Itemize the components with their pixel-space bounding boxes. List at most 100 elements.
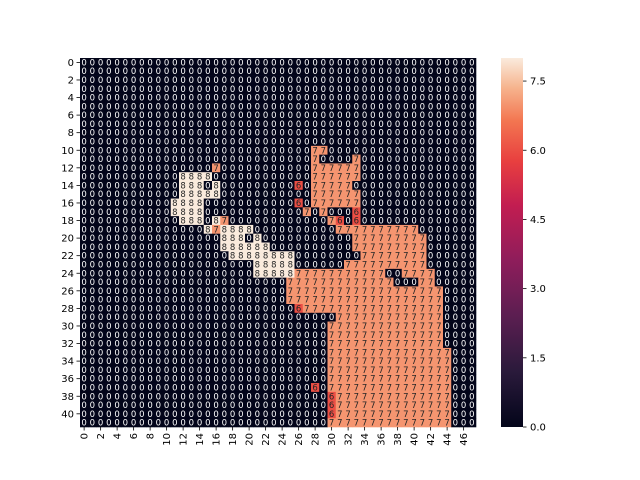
heatmap-cell	[286, 233, 295, 243]
heatmap-cell	[212, 172, 221, 182]
heatmap-cell	[170, 119, 180, 129]
heatmap-cell	[426, 330, 436, 340]
heatmap-cell-value: 6	[337, 217, 342, 227]
heatmap-cell	[286, 383, 295, 393]
heatmap-cell-value: 0	[246, 217, 251, 227]
heatmap-cell	[154, 128, 163, 138]
heatmap-cell	[162, 216, 172, 226]
heatmap-cell	[434, 374, 444, 384]
heatmap-cell	[96, 198, 106, 208]
heatmap-cell-value: 0	[147, 217, 152, 227]
heatmap-cell-value: 0	[147, 234, 152, 244]
heatmap-cell	[261, 304, 271, 314]
heatmap-cell	[286, 277, 295, 287]
heatmap-cell	[129, 163, 139, 173]
heatmap-cell-value: 0	[164, 85, 169, 95]
heatmap-cell	[434, 172, 444, 182]
heatmap-cell-value: 0	[271, 340, 276, 350]
heatmap-cell	[459, 145, 469, 155]
heatmap-cell-value: 0	[213, 366, 218, 376]
heatmap-cell	[245, 198, 254, 208]
heatmap-cell-value: 0	[469, 348, 474, 358]
heatmap-cell-value: 7	[362, 287, 367, 297]
heatmap-cell	[236, 260, 246, 270]
heatmap-cell-value: 0	[131, 383, 136, 393]
heatmap-cell-value: 0	[172, 225, 177, 235]
heatmap-cell	[393, 58, 403, 68]
heatmap-cell	[327, 224, 337, 235]
heatmap-cell	[459, 198, 469, 208]
heatmap-cell-value: 0	[246, 146, 251, 156]
heatmap-cell-value: 0	[123, 58, 128, 68]
colorbar-tick-label: 4.5	[530, 215, 546, 226]
heatmap-cell	[368, 128, 378, 138]
heatmap-cell-value: 7	[411, 340, 416, 350]
heatmap-cell	[195, 409, 205, 419]
heatmap-cell-value: 0	[222, 120, 227, 130]
heatmap-cell-value: 0	[378, 120, 383, 130]
heatmap-cell	[220, 189, 229, 199]
y-tick-label: 22	[61, 251, 74, 262]
heatmap-cell	[162, 198, 172, 208]
heatmap-cell-value: 0	[114, 410, 119, 420]
heatmap-cell-value: 0	[279, 217, 284, 227]
heatmap-cell	[451, 260, 460, 270]
heatmap-cell	[443, 172, 452, 182]
heatmap-cell-value: 0	[420, 111, 425, 121]
heatmap-cell	[261, 383, 271, 393]
heatmap-cell	[170, 409, 180, 419]
heatmap-cell-value: 0	[420, 67, 425, 77]
heatmap-cell	[294, 233, 304, 243]
heatmap-cell	[96, 330, 106, 340]
heatmap-cell-value: 0	[90, 304, 95, 314]
heatmap-cell-value: 7	[395, 401, 400, 411]
heatmap-cell	[80, 391, 89, 401]
heatmap-cell	[203, 216, 213, 226]
heatmap-cell	[426, 277, 436, 287]
heatmap-cell	[410, 400, 419, 410]
heatmap-cell	[311, 189, 320, 199]
heatmap-cell-value: 0	[147, 340, 152, 350]
heatmap-cell	[302, 286, 312, 296]
heatmap-cell	[368, 347, 378, 358]
heatmap-cell	[294, 75, 304, 85]
heatmap-cell	[129, 242, 139, 252]
heatmap-cell-value: 0	[139, 331, 144, 341]
heatmap-cell	[426, 365, 436, 375]
heatmap-cell-value: 0	[114, 190, 119, 200]
heatmap-cell-value: 0	[238, 269, 243, 279]
heatmap-cell	[187, 286, 196, 296]
heatmap-cell-value: 0	[98, 331, 103, 341]
heatmap-cell	[261, 391, 271, 401]
heatmap-cell-value: 0	[90, 111, 95, 121]
heatmap-cell	[228, 286, 238, 296]
heatmap-cell	[113, 347, 122, 358]
heatmap-cell-value: 0	[156, 58, 161, 68]
heatmap-cell	[410, 356, 419, 366]
heatmap-cell-value: 7	[411, 243, 416, 253]
heatmap-cell	[451, 181, 460, 191]
heatmap-cell	[467, 374, 477, 384]
heatmap-cell-value: 0	[98, 260, 103, 270]
heatmap-cell-value: 7	[428, 269, 433, 279]
heatmap-cell	[236, 119, 246, 129]
heatmap-cell	[327, 418, 337, 428]
heatmap-cell-value: 0	[123, 313, 128, 323]
heatmap-cell-value: 0	[304, 234, 309, 244]
heatmap-cell	[104, 365, 114, 375]
heatmap-cell	[426, 268, 436, 278]
heatmap-cell	[113, 268, 122, 278]
heatmap-cell-value: 0	[461, 243, 466, 253]
heatmap-cell-value: 7	[354, 392, 359, 402]
heatmap-cell-value: 8	[263, 252, 268, 262]
heatmap-cell	[187, 400, 196, 410]
heatmap-cell-value: 0	[147, 366, 152, 376]
heatmap-cell-value: 0	[453, 269, 458, 279]
heatmap-cell-value: 0	[230, 164, 235, 174]
x-tick-label: 6	[129, 433, 140, 439]
heatmap-cell	[401, 356, 411, 366]
heatmap-cell	[146, 128, 155, 138]
heatmap-cell-value: 0	[246, 269, 251, 279]
heatmap-cell-value: 0	[436, 199, 441, 209]
heatmap-cell	[187, 365, 196, 375]
